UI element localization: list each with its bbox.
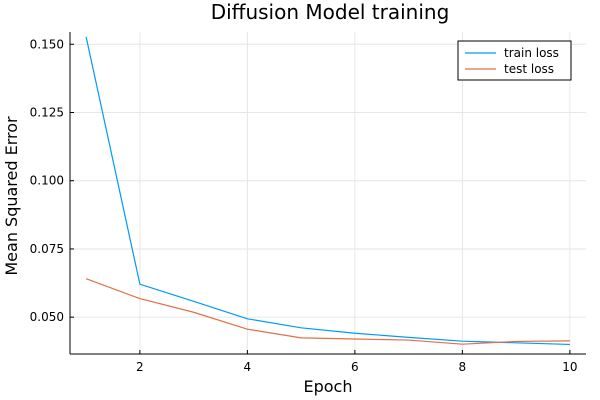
y-axis-label: Mean Squared Error (2, 116, 21, 276)
series-layer (85, 36, 570, 346)
axes-layer (69, 32, 586, 355)
x-tick-label: 10 (562, 360, 577, 374)
x-tick-label: 2 (136, 360, 144, 374)
legend-label: train loss (504, 46, 559, 60)
y-tick-label: 0.125 (30, 106, 64, 120)
chart-title: Diffusion Model training (211, 0, 450, 24)
y-tick-label: 0.075 (30, 242, 64, 256)
x-tick-label: 6 (351, 360, 359, 374)
y-tick-label: 0.050 (30, 310, 64, 324)
x-axis-label: Epoch (304, 377, 353, 396)
legend-box (457, 40, 572, 81)
x-tick-label: 4 (244, 360, 252, 374)
series-line-train-loss (85, 36, 570, 346)
legend: train loss test loss (457, 40, 572, 81)
y-tick-label: 0.100 (30, 174, 64, 188)
series-line-test-loss (85, 278, 570, 345)
x-tick-label: 8 (459, 360, 467, 374)
ticks-layer: 2 4 6 8 10 0.050 0.075 0.100 0.125 0.150 (30, 37, 578, 374)
y-tick-label: 0.150 (30, 37, 64, 51)
legend-label: test loss (504, 62, 554, 76)
